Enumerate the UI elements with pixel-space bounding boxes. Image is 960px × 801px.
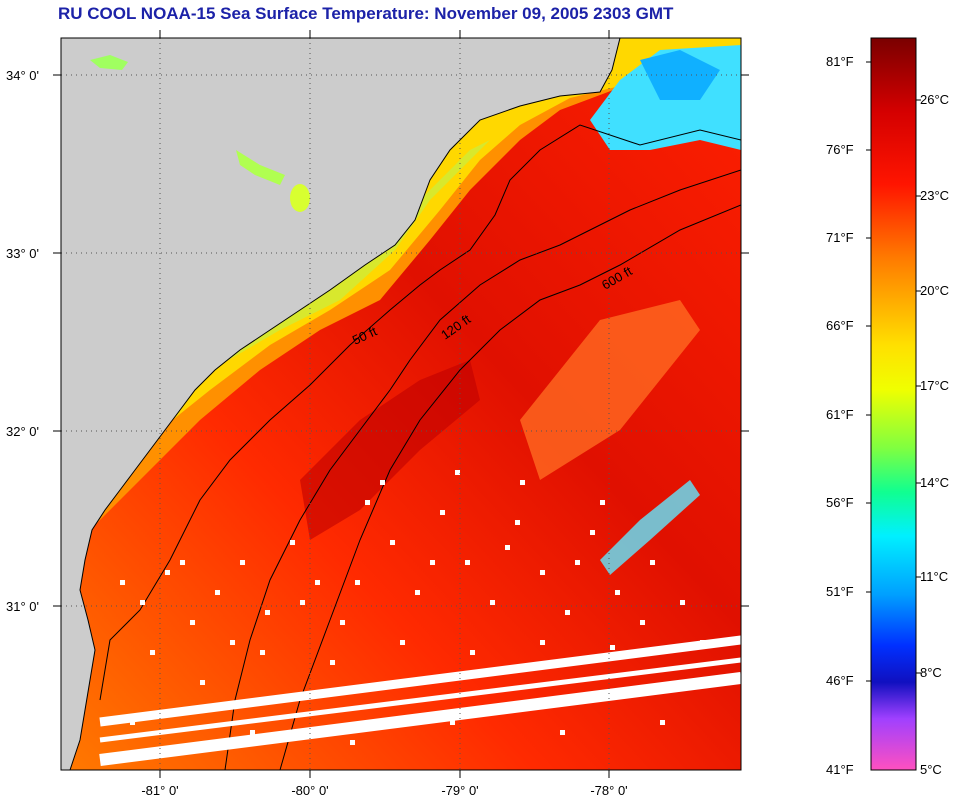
colorbar-label-f: 56°F [826,495,854,510]
land-mass [61,38,620,770]
colorbar-label-c: 26°C [920,92,950,107]
map-area [61,38,741,770]
colorbar-ticks [866,61,921,682]
colorbar-label-f: 76°F [826,142,854,157]
colorbar-label-c: 8°C [920,665,942,680]
colorbar [870,37,917,771]
cold-filament [600,480,700,575]
graticule [61,38,741,770]
colorbar-label-c: 17°C [920,378,950,393]
inland-lake [90,55,128,70]
colorbar-label-f: 66°F [826,318,854,333]
lon-label: -79° 0' [441,783,478,798]
colorbar-label-f: 81°F [826,54,854,69]
coastline [69,38,621,770]
contour-600ft [279,204,741,770]
colorbar-label-c: 5°C [920,762,942,777]
colorbar-label-f: 46°F [826,673,854,688]
lon-label: -81° 0' [141,783,178,798]
lat-label: 34° 0' [6,68,39,83]
warm-streak [520,300,700,480]
contour-50ft [99,124,741,701]
colorbar-label-c: 23°C [920,188,950,203]
contour-120ft [224,169,741,770]
swath-gap [99,635,741,766]
lat-label: 31° 0' [6,599,39,614]
axis-ticks [53,30,749,778]
colorbar-label-f: 61°F [826,407,854,422]
lat-label: 33° 0' [6,246,39,261]
inland-lake [236,150,285,185]
map-title: RU COOL NOAA-15 Sea Surface Temperature:… [58,4,674,23]
colorbar-label-f: 41°F [826,762,854,777]
warm-core [300,360,480,540]
colorbar-label-f: 51°F [826,584,854,599]
lon-label: -80° 0' [291,783,328,798]
colorbar-label-c: 11°C [920,569,949,584]
lat-label: 32° 0' [6,424,39,439]
lon-label: -78° 0' [590,783,627,798]
inland-lake [290,184,310,212]
map-frame [60,37,742,771]
cloud-mask [120,470,705,745]
cold-water-patch-inner [640,50,720,100]
colorbar-label-c: 14°C [920,475,950,490]
colorbar-label-f: 71°F [826,230,854,245]
colorbar-label-c: 20°C [920,283,950,298]
